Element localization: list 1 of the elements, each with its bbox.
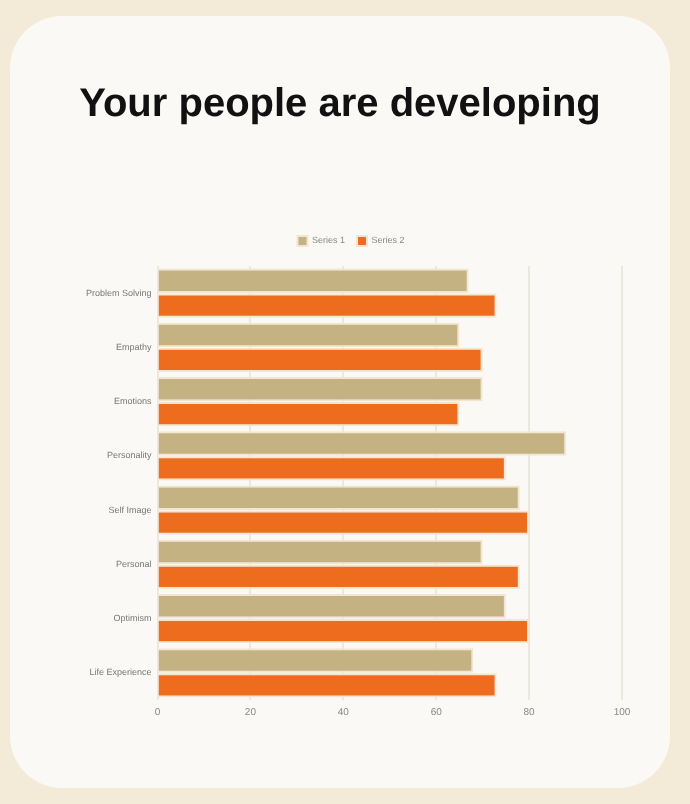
- chart-title: Your people are developing: [77, 80, 603, 128]
